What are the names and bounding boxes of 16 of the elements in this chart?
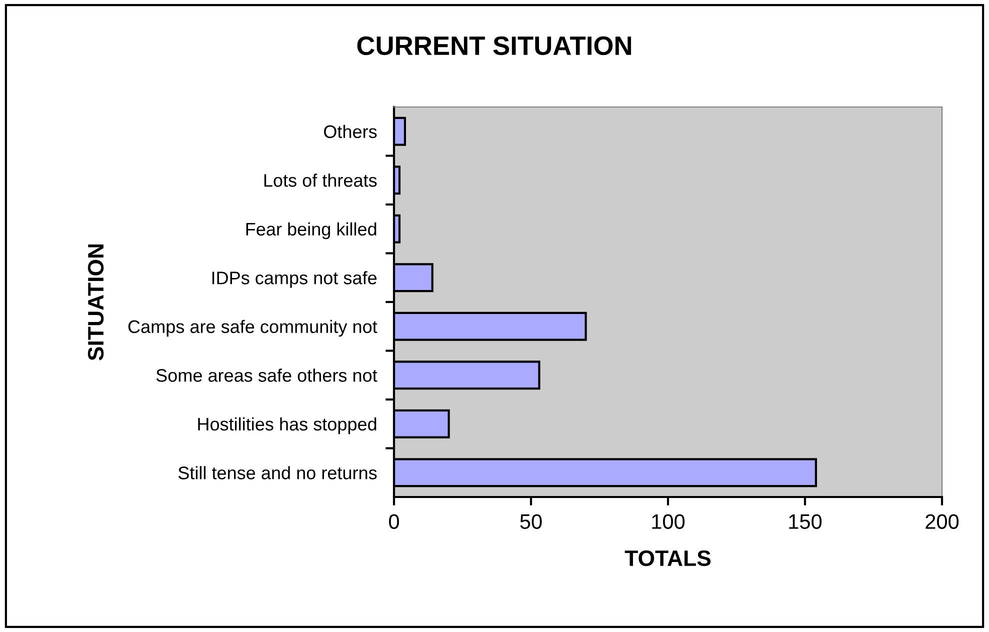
y-tick-label: Hostilities has stopped <box>198 417 376 434</box>
x-axis-title: TOTALS <box>624 550 711 566</box>
y-tick-label: IDPs camps not safe <box>212 271 377 288</box>
x-tick-label: 200 <box>926 514 959 529</box>
y-tick-label: Camps are safe community not <box>128 320 378 337</box>
chart-title: CURRENT SITUATION <box>357 36 632 56</box>
y-tick-label: Still tense and no returns <box>178 466 377 480</box>
y-axis-title: SITUATION <box>88 244 104 360</box>
y-tick-label: Others <box>324 124 377 138</box>
x-tick-label: 50 <box>520 514 542 529</box>
y-tick-label: Fear being killed <box>246 222 376 240</box>
x-tick-label: 150 <box>789 514 822 529</box>
y-tick-label: Lots of threats <box>264 174 377 187</box>
x-tick-label: 0 <box>389 514 399 529</box>
y-tick-label: Some areas safe others not <box>156 368 378 382</box>
x-tick-label: 100 <box>652 514 685 529</box>
